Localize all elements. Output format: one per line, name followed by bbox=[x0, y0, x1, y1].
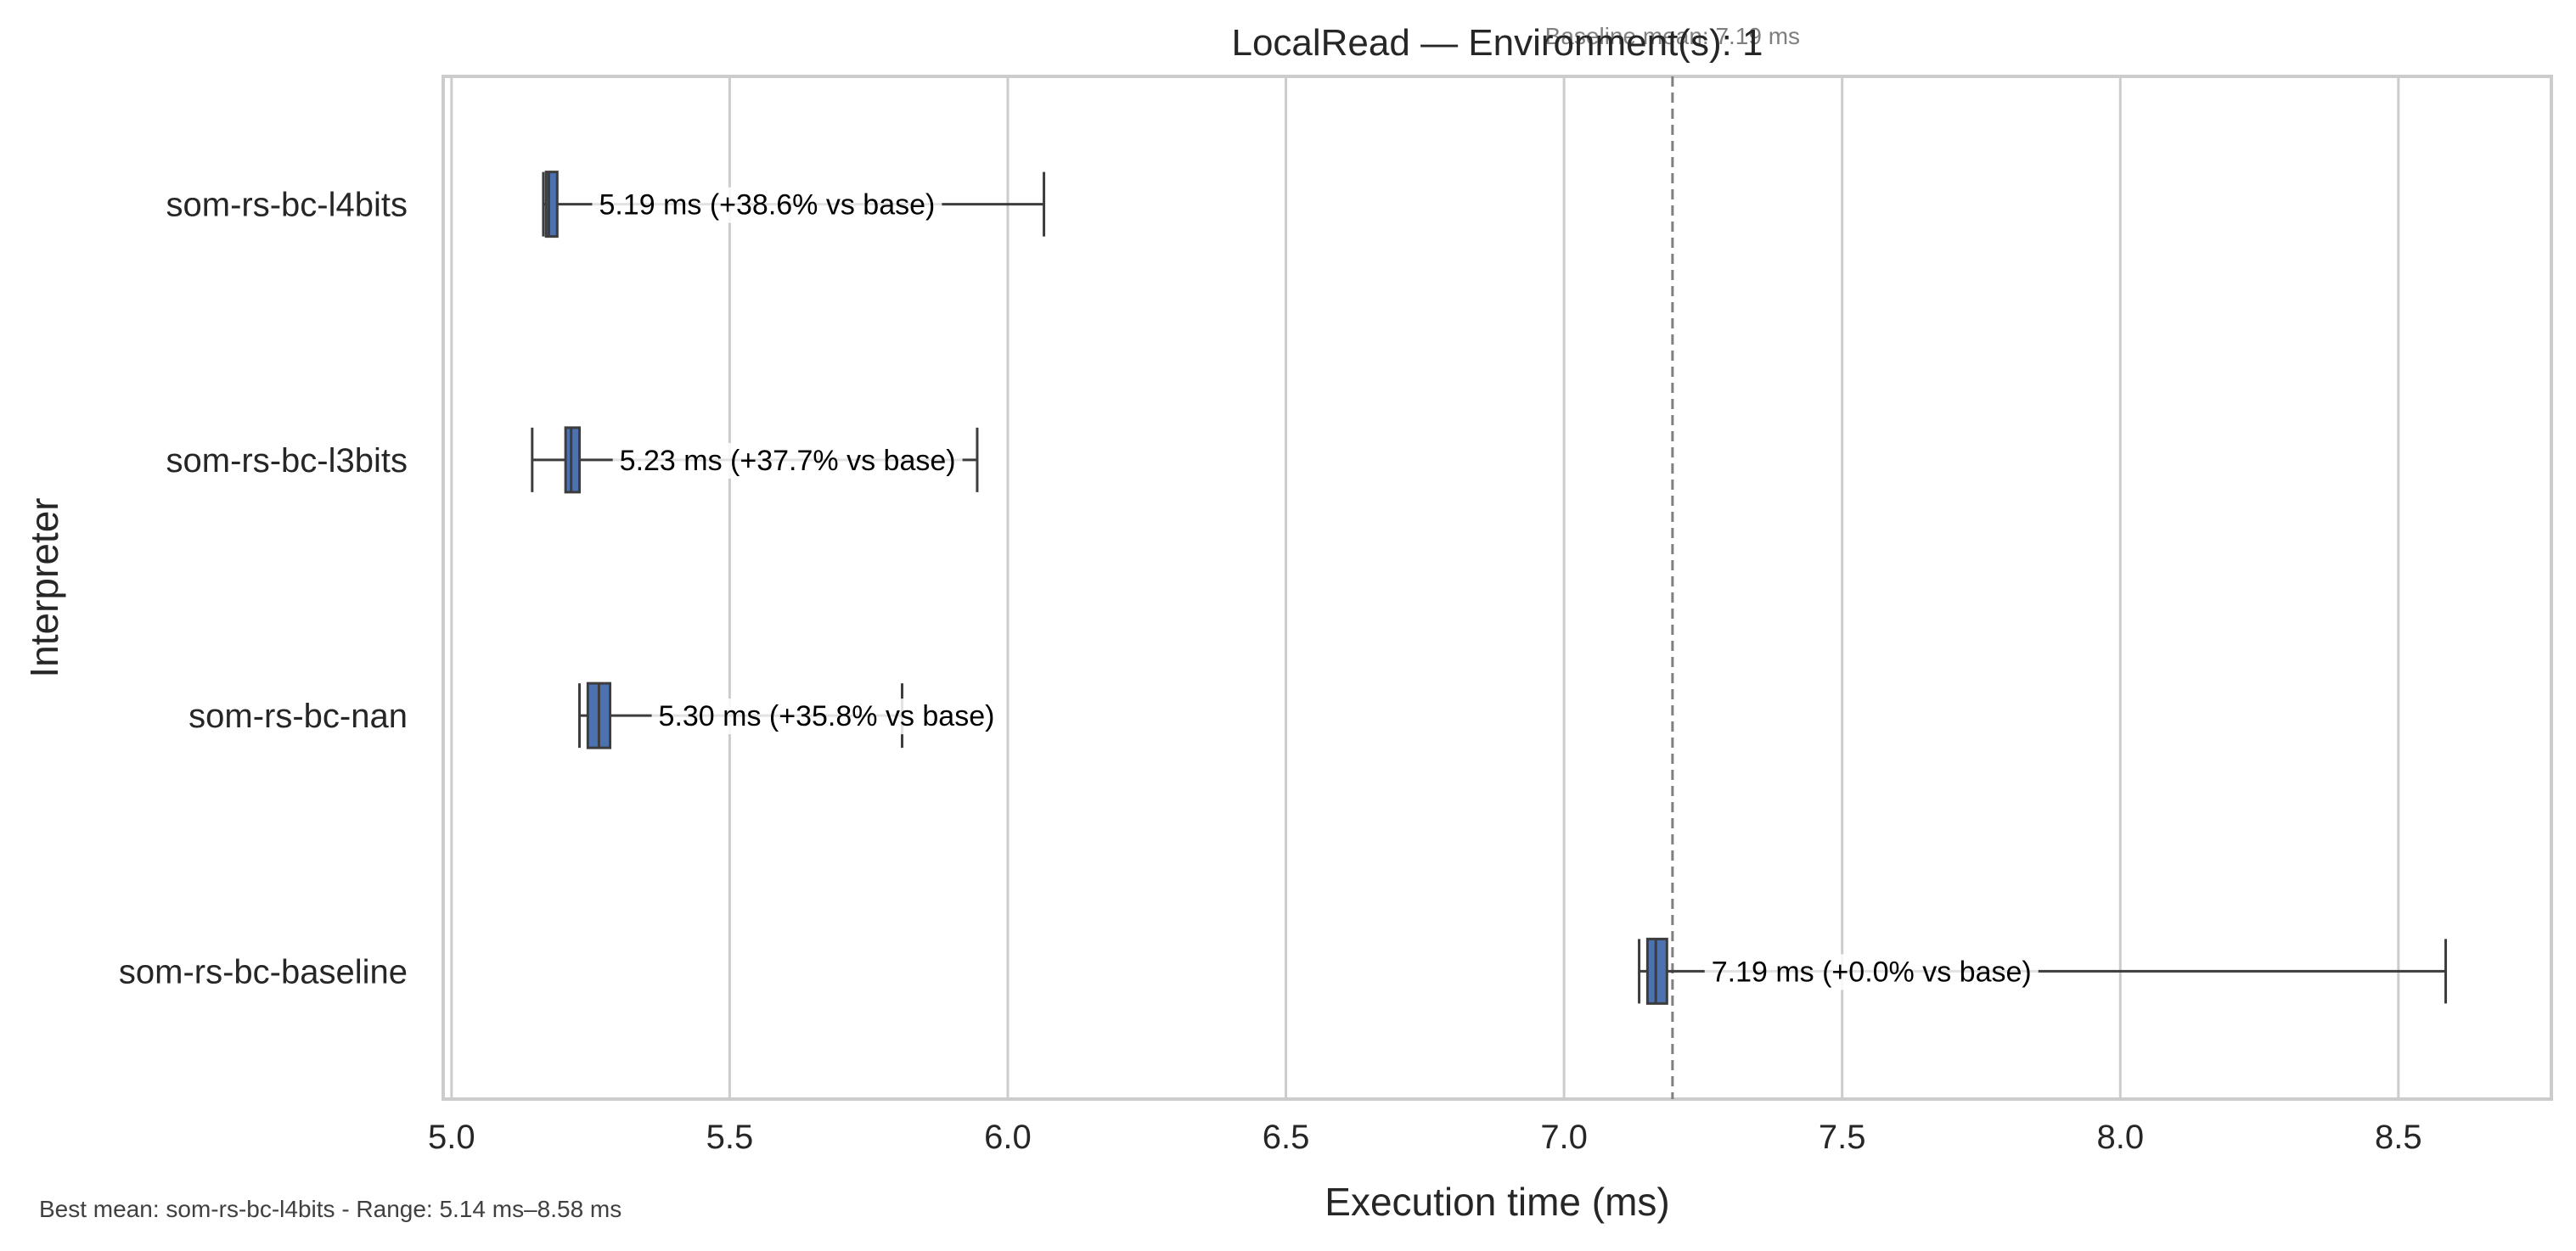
box-group: 5.19 ms (+38.6% vs base) bbox=[542, 171, 1046, 238]
box-annotation: 5.30 ms (+35.8% vs base) bbox=[659, 700, 995, 732]
y-category-label: som-rs-bc-nan bbox=[188, 698, 408, 735]
box-iqr bbox=[1645, 937, 1668, 1005]
annotation-background bbox=[612, 442, 963, 479]
chart-title: LocalRead — Environment(s): 1 bbox=[1231, 22, 1763, 64]
plot-frame bbox=[442, 75, 2553, 1101]
x-tick-label: 6.0 bbox=[984, 1119, 1032, 1156]
box-annotation: 5.23 ms (+37.7% vs base) bbox=[620, 445, 956, 477]
boxes: 5.19 ms (+38.6% vs base) 5.23 ms (+37.7% … bbox=[531, 171, 2448, 1005]
annotation-background bbox=[651, 698, 1002, 735]
box-annotation: 7.19 ms (+0.0% vs base) bbox=[1712, 956, 2032, 988]
box-annotation: 5.19 ms (+38.6% vs base) bbox=[599, 189, 935, 222]
box-group: 7.19 ms (+0.0% vs base) bbox=[1638, 937, 2448, 1005]
annotation-background bbox=[592, 187, 942, 223]
box-group: 5.23 ms (+37.7% vs base) bbox=[531, 426, 979, 494]
labels: 5.0 5.5 6.0 6.5 7.0 7.5 8.0 8.5 som-rs-bc-l4bits… bbox=[119, 187, 2422, 1156]
x-tick-label: 8.0 bbox=[2096, 1119, 2144, 1156]
y-category-label: som-rs-bc-baseline bbox=[119, 953, 408, 990]
y-axis-label: Interpreter bbox=[22, 497, 66, 677]
box-group: 5.30 ms (+35.8% vs base) bbox=[578, 682, 1002, 749]
x-tick-label: 7.0 bbox=[1540, 1119, 1588, 1156]
x-tick-label: 5.5 bbox=[706, 1119, 754, 1156]
baseline-marker: Baseline mean: 7.19 ms bbox=[1545, 23, 1800, 1099]
box-iqr bbox=[564, 426, 582, 494]
baseline-label: Baseline mean: 7.19 ms bbox=[1545, 23, 1800, 49]
annotation-background bbox=[1704, 954, 2039, 990]
y-category-label: som-rs-bc-l4bits bbox=[166, 187, 408, 224]
y-category-label: som-rs-bc-l3bits bbox=[166, 442, 408, 480]
gridlines bbox=[450, 76, 2400, 1099]
x-tick-label: 5.0 bbox=[428, 1119, 475, 1156]
footer-note: Best mean: som-rs-bc-l4bits - Range: 5.1… bbox=[39, 1196, 622, 1222]
x-tick-label: 7.5 bbox=[1819, 1119, 1866, 1156]
x-tick-label: 6.5 bbox=[1263, 1119, 1310, 1156]
x-axis-label: Execution time (ms) bbox=[1325, 1180, 1669, 1224]
x-tick-label: 8.5 bbox=[2375, 1119, 2422, 1156]
